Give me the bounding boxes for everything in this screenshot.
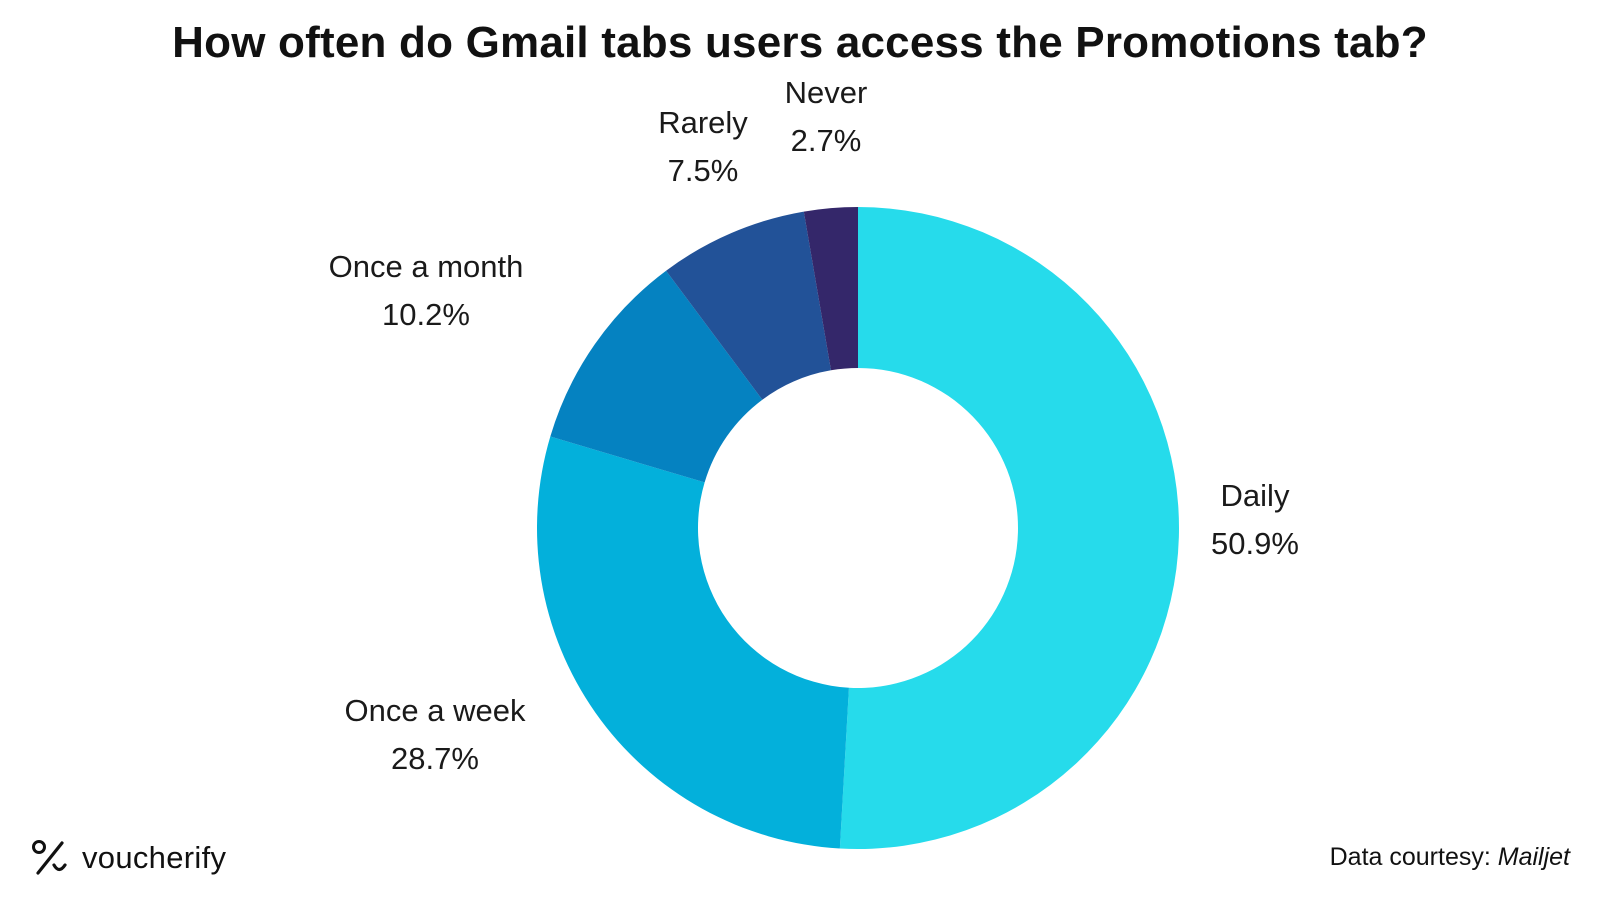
donut-slice-daily	[839, 207, 1180, 850]
brand-name: voucherify	[82, 840, 227, 875]
data-courtesy: Data courtesy: Mailjet	[1330, 843, 1570, 872]
donut-slice-once-a-month	[550, 270, 763, 483]
slice-label-value: 28.7%	[391, 741, 479, 776]
chart-title: How often do Gmail tabs users access the…	[172, 18, 1428, 67]
slice-label-name: Daily	[1221, 478, 1290, 513]
slice-labels: Daily 50.9% Once a week 28.7% Once a month 10…	[329, 75, 1299, 776]
courtesy-source: Mailjet	[1497, 843, 1570, 871]
donut-slices	[536, 207, 1180, 850]
percent-icon	[32, 840, 67, 875]
slice-label-value: 10.2%	[382, 297, 470, 332]
slice-label-value: 50.9%	[1211, 526, 1299, 561]
courtesy-prefix: Data courtesy:	[1329, 843, 1491, 871]
slice-label-name: Once a week	[345, 693, 526, 728]
donut-slice-once-a-week	[536, 436, 849, 849]
slice-label-name: Once a month	[329, 249, 524, 284]
brand-logo: voucherify	[30, 838, 226, 878]
donut-slice-rarely	[666, 211, 831, 400]
slice-label-value: 2.7%	[791, 123, 862, 158]
slice-label-value: 7.5%	[668, 153, 739, 188]
slice-label-name: Rarely	[658, 105, 748, 140]
donut-slice-never	[803, 207, 858, 371]
slice-label-name: Never	[785, 75, 868, 110]
